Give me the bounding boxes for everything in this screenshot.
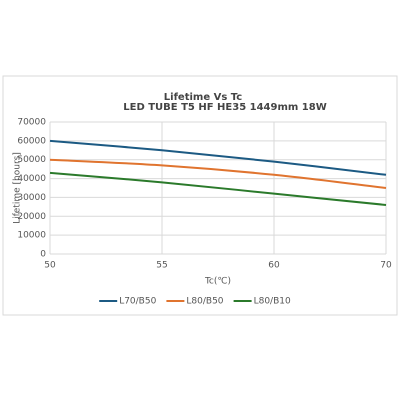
series-line	[49, 171, 387, 206]
chart-frame	[2, 75, 398, 316]
chart-subtitle: LED TUBE T5 HF HE35 1449mm 18W	[123, 102, 327, 113]
x-tick-label: 55	[156, 261, 167, 271]
x-tick-label: 60	[268, 261, 280, 271]
y-tick-label: 20000	[17, 212, 46, 222]
chart-title: Lifetime Vs Tc	[164, 92, 242, 103]
y-tick-label: 60000	[17, 136, 46, 146]
y-axis-label: Lifetime [hours]	[13, 152, 23, 224]
legend-label: L70/B50	[119, 297, 156, 307]
y-tick-label: 50000	[17, 155, 46, 165]
x-axis-label: Tc(℃)	[204, 277, 231, 287]
series-line	[49, 139, 387, 176]
y-tick-label: 70000	[17, 118, 46, 128]
legend-label: L80/B10	[254, 297, 291, 307]
legend-label: L80/B50	[186, 297, 223, 307]
x-tick-label: 70	[380, 261, 392, 271]
y-tick-label: 0	[40, 250, 46, 260]
x-tick-label: 50	[44, 261, 56, 271]
y-tick-label: 40000	[17, 174, 46, 184]
y-tick-label: 30000	[17, 193, 46, 203]
y-tick-label: 10000	[17, 231, 46, 241]
series-line	[49, 158, 387, 189]
